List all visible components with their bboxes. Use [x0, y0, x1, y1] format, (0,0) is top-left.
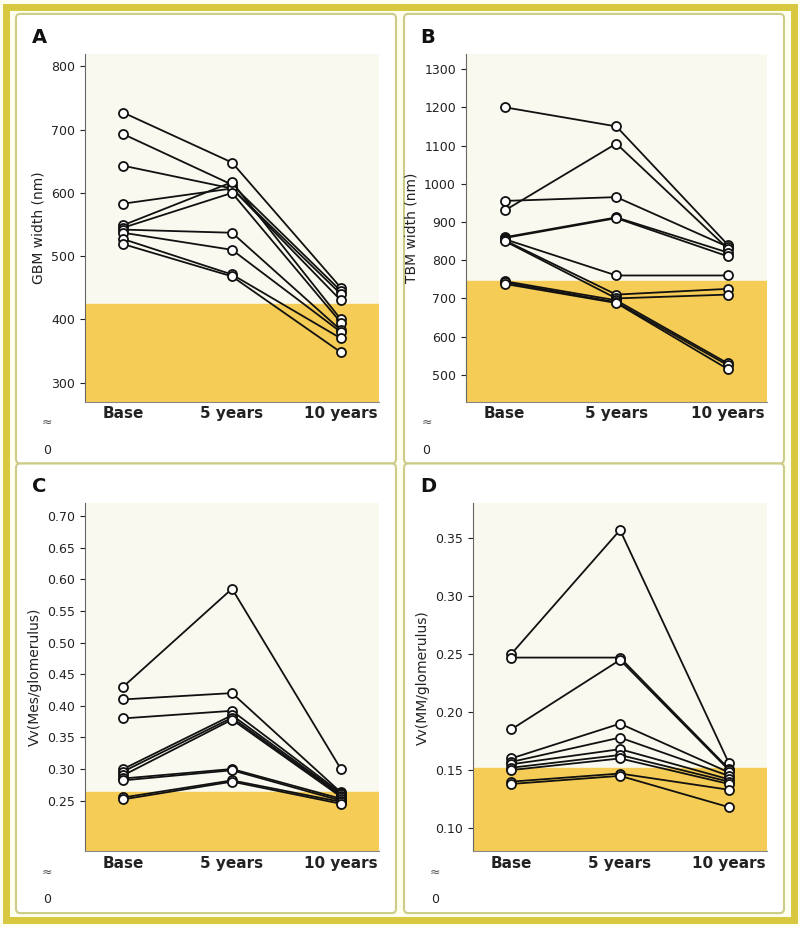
Text: ≈: ≈ [42, 866, 52, 879]
Text: C: C [32, 477, 46, 496]
Y-axis label: TBM width (nm): TBM width (nm) [405, 172, 418, 283]
Text: ≈: ≈ [42, 416, 52, 429]
Text: A: A [32, 28, 47, 46]
Text: 0: 0 [431, 894, 439, 907]
Bar [473, 768, 767, 851]
Y-axis label: Vv(MM/glomerulus): Vv(MM/glomerulus) [416, 610, 430, 744]
Text: B: B [420, 28, 434, 46]
Text: 0: 0 [422, 444, 430, 457]
Y-axis label: GBM width (nm): GBM width (nm) [32, 171, 46, 284]
Text: D: D [420, 477, 436, 496]
Bar [85, 303, 379, 401]
Y-axis label: Vv(Mes/glomerulus): Vv(Mes/glomerulus) [28, 608, 42, 746]
Text: 0: 0 [43, 444, 51, 457]
Text: 0: 0 [43, 894, 51, 907]
Text: ≈: ≈ [422, 416, 432, 429]
Text: ≈: ≈ [430, 866, 440, 879]
Bar [85, 793, 379, 851]
Bar [466, 281, 767, 401]
